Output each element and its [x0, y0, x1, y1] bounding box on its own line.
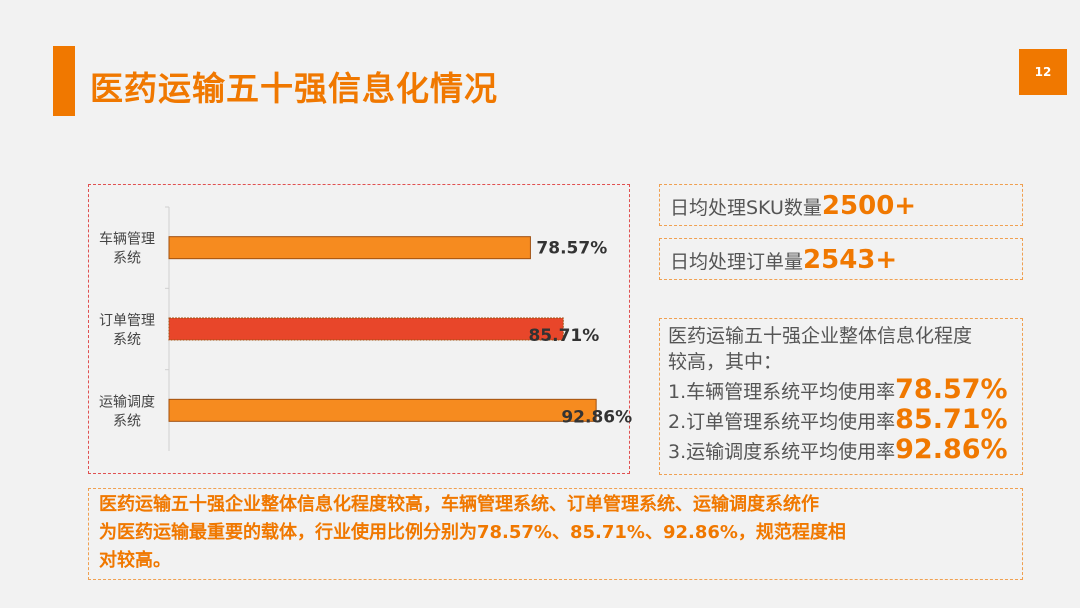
- summary-item: 3.运输调度系统平均使用率92.86%: [668, 435, 1014, 465]
- conclusion-box: 医药运输五十强企业整体信息化程度较高，车辆管理系统、订单管理系统、运输调度系统作…: [88, 488, 1023, 580]
- category-label-2: 系统: [113, 332, 141, 348]
- category-label-3: 系统: [113, 413, 141, 429]
- bar-2: [168, 317, 564, 341]
- summary-item-label: 3.运输调度系统平均使用率: [668, 441, 896, 463]
- conclusion-line3: 对较高。: [99, 550, 171, 571]
- summary-intro-line1: 医药运输五十强企业整体信息化程度: [668, 325, 973, 347]
- category-label-3: 运输调度: [99, 394, 155, 410]
- orders-stat-box: 日均处理订单量2543+: [659, 238, 1023, 280]
- summary-item-label: 1.车辆管理系统平均使用率: [668, 381, 896, 403]
- sku-value: 2500+: [821, 191, 917, 221]
- chart-container: 车辆管理 系统 78.57% 订单管理 系统 85.71% 运输调度 系统 92.86%: [88, 184, 632, 474]
- summary-intro-line2: 较高，其中：: [668, 351, 783, 373]
- orders-label: 日均处理订单量: [670, 251, 804, 273]
- summary-box: 医药运输五十强企业整体信息化程度 较高，其中： 1.车辆管理系统平均使用率78.…: [659, 318, 1023, 475]
- summary-item-value: 78.57%: [895, 374, 1008, 405]
- bar-chart: 车辆管理系统 78.57%订单管理系统 85.71%运输调度系统 92.86%: [99, 206, 632, 451]
- sku-stat-box: 日均处理SKU数量2500+: [659, 184, 1023, 226]
- bars-group: 车辆管理系统 78.57%订单管理系统 85.71%运输调度系统 92.86%: [99, 206, 632, 429]
- value-label-3: 92.86%: [561, 407, 632, 427]
- bar-1: [168, 236, 531, 260]
- category-label-1: 车辆管理: [99, 231, 155, 248]
- bar-3: [168, 398, 597, 422]
- summary-item: 1.车辆管理系统平均使用率78.57%: [668, 375, 1014, 405]
- page-title: 医药运输五十强信息化情况: [90, 69, 498, 108]
- category-label-1: 系统: [113, 251, 141, 267]
- summary-item-value: 92.86%: [895, 434, 1008, 465]
- orders-value: 2543+: [803, 245, 898, 275]
- value-label-2: 85.71%: [528, 326, 599, 346]
- sku-label: 日均处理SKU数量: [670, 197, 822, 219]
- summary-item-value: 85.71%: [895, 404, 1008, 435]
- value-label-1: 78.57%: [536, 239, 607, 259]
- conclusion-line2: 为医药运输最重要的载体，行业使用比例分别为78.57%、85.71%、92.86…: [99, 522, 846, 543]
- summary-item: 2.订单管理系统平均使用率85.71%: [668, 405, 1014, 435]
- page-number: 12: [1019, 49, 1067, 95]
- conclusion-line1: 医药运输五十强企业整体信息化程度较高，车辆管理系统、订单管理系统、运输调度系统作: [99, 494, 819, 515]
- summary-item-label: 2.订单管理系统平均使用率: [668, 411, 896, 433]
- title-accent-bar: [53, 46, 75, 116]
- category-label-2: 订单管理: [99, 313, 155, 329]
